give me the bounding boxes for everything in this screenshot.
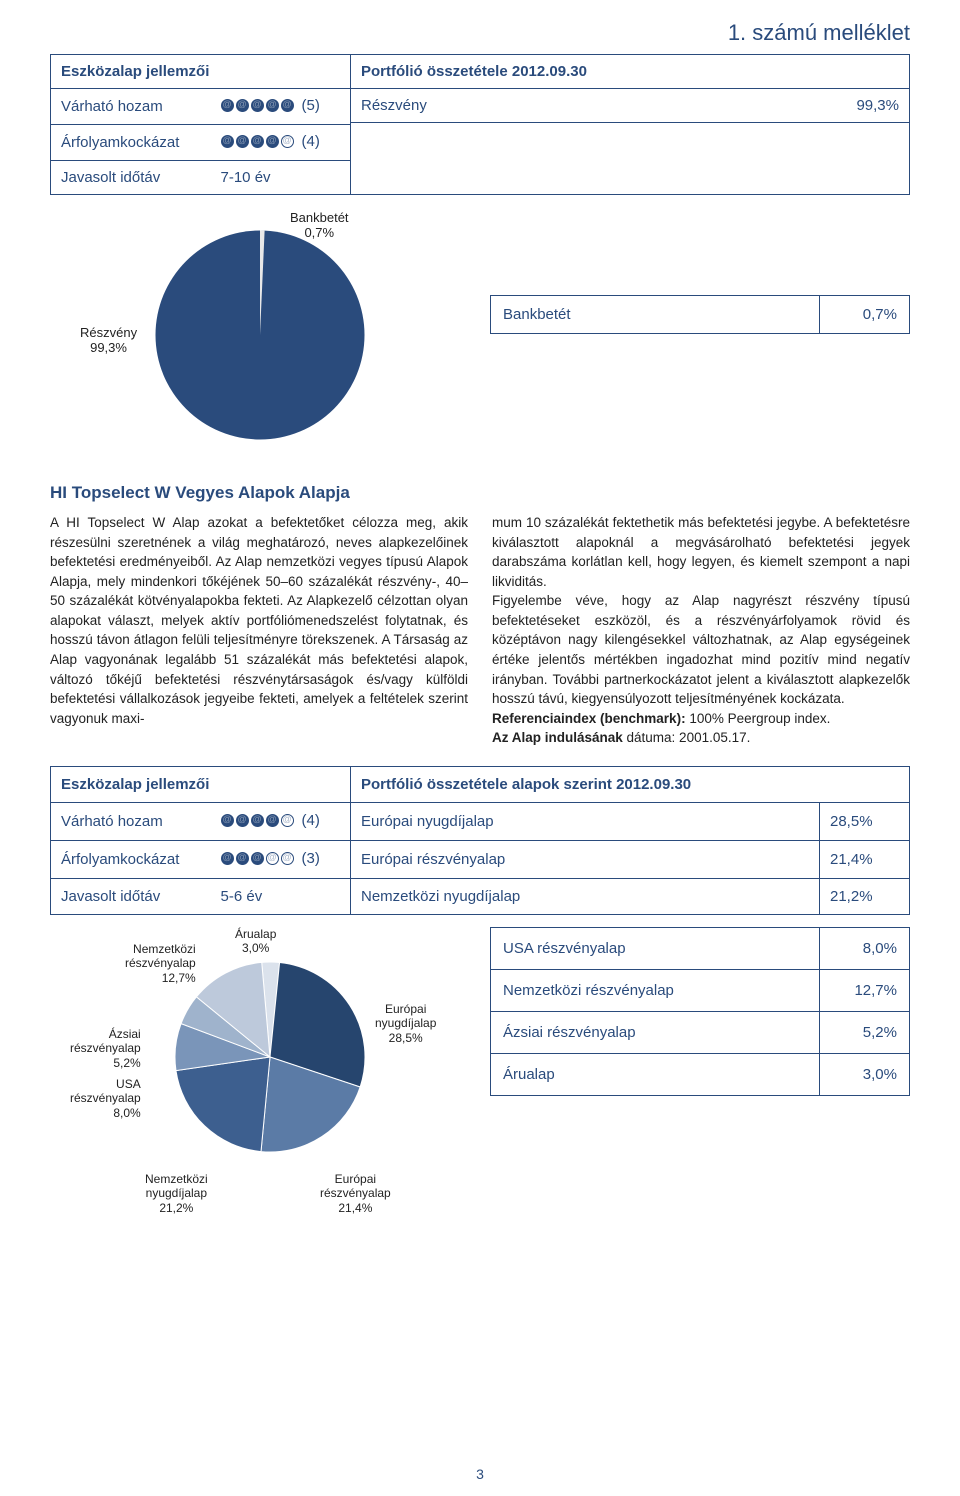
annex-title: 1. számú melléklet: [50, 20, 910, 46]
s2-c0-val: 28,5%: [820, 802, 910, 840]
s1-comp0-val: 99,3%: [674, 89, 909, 123]
s1-r2-label: Javasolt időtáv: [51, 161, 211, 195]
s2-c1-label: Európai részvényalap: [351, 840, 820, 878]
p2-lbl-nkrv: Nemzetközirészvényalap12,7%: [125, 942, 196, 985]
c2-1v: 12,7%: [820, 969, 910, 1011]
c2-0l: USA részvényalap: [491, 927, 820, 969]
p2-lbl-usa: USArészvényalap8,0%: [70, 1077, 141, 1120]
pie1-svg: [150, 225, 370, 445]
c2-3v: 3,0%: [820, 1053, 910, 1095]
body-left: A HI Topselect W Alap azokat a befektető…: [50, 513, 468, 748]
p2-lbl-azrv: Ázsiairészvényalap5,2%: [70, 1027, 141, 1070]
s2-rating-4: (4): [221, 812, 320, 829]
s2-r2-label: Javasolt időtáv: [51, 878, 211, 914]
section1-table: Eszközalap jellemzői Portfólió összetéte…: [50, 54, 910, 195]
s2-r2-val: 5-6 év: [211, 878, 351, 914]
s2-c0-label: Európai nyugdíjalap: [351, 802, 820, 840]
s2-head-right: Portfólió összetétele alapok szerint 201…: [351, 766, 910, 802]
s1-comp0-label: Részvény: [351, 89, 674, 123]
c2-3l: Árualap: [491, 1053, 820, 1095]
s1-r1-rtext: (4): [302, 133, 320, 150]
c2-0v: 8,0%: [820, 927, 910, 969]
pie2-area: Árualap3,0% Európainyugdíjalap28,5% Euró…: [50, 927, 490, 1267]
s1-head-left: Eszközalap jellemzői: [51, 55, 351, 89]
s2-head-left: Eszközalap jellemzői: [51, 766, 351, 802]
page-number: 3: [476, 1466, 484, 1482]
s1-r0-label: Várható hozam: [51, 89, 211, 125]
c2-2l: Ázsiai részvényalap: [491, 1011, 820, 1053]
pie1-comp-val: 0,7%: [820, 296, 910, 334]
c2-1l: Nemzetközi részvényalap: [491, 969, 820, 1011]
s2-c2-label: Nemzetközi nyugdíjalap: [351, 878, 820, 914]
body-right: mum 10 százalékát fektethetik más befekt…: [492, 513, 910, 748]
s1-r0-rtext: (5): [302, 97, 320, 114]
pie1-comp-label: Bankbetét: [491, 296, 820, 334]
s2-r0-label: Várható hozam: [51, 802, 211, 840]
pie1-label-left: Részvény 99,3%: [80, 325, 137, 355]
pie2-svg: [170, 957, 370, 1157]
s1-r2-val: 7-10 év: [211, 161, 351, 195]
body-columns: A HI Topselect W Alap azokat a befektető…: [50, 513, 910, 748]
pie1-area: Részvény 99,3% Bankbetét 0,7% Bankbetét …: [50, 205, 910, 465]
rating-5: (5): [221, 97, 320, 114]
s2-c1-val: 21,4%: [820, 840, 910, 878]
s1-head-right: Portfólió összetétele 2012.09.30: [351, 55, 910, 89]
comp2-table: USA részvényalap8,0% Nemzetközi részvény…: [490, 927, 910, 1096]
p2-lbl-euny: Európainyugdíjalap28,5%: [375, 1002, 436, 1045]
s2-rating-3: (3): [221, 850, 320, 867]
rating-4: (4): [221, 133, 320, 150]
p2-lbl-nkny: Nemzetközinyugdíjalap21,2%: [145, 1172, 208, 1215]
s2-r1-label: Árfolyamkockázat: [51, 840, 211, 878]
c2-2v: 5,2%: [820, 1011, 910, 1053]
lower-area: Árualap3,0% Európainyugdíjalap28,5% Euró…: [50, 927, 910, 1267]
s2-c2-val: 21,2%: [820, 878, 910, 914]
pie1-label-top: Bankbetét 0,7%: [290, 210, 349, 240]
section2-table: Eszközalap jellemzői Portfólió összetéte…: [50, 766, 910, 915]
fund-title: HI Topselect W Vegyes Alapok Alapja: [50, 483, 910, 503]
pie1-comp-table: Bankbetét 0,7%: [490, 295, 910, 334]
p2-lbl-aru: Árualap3,0%: [235, 927, 276, 956]
s1-r1-label: Árfolyamkockázat: [51, 125, 211, 161]
p2-lbl-eurv: Európairészvényalap21,4%: [320, 1172, 391, 1215]
